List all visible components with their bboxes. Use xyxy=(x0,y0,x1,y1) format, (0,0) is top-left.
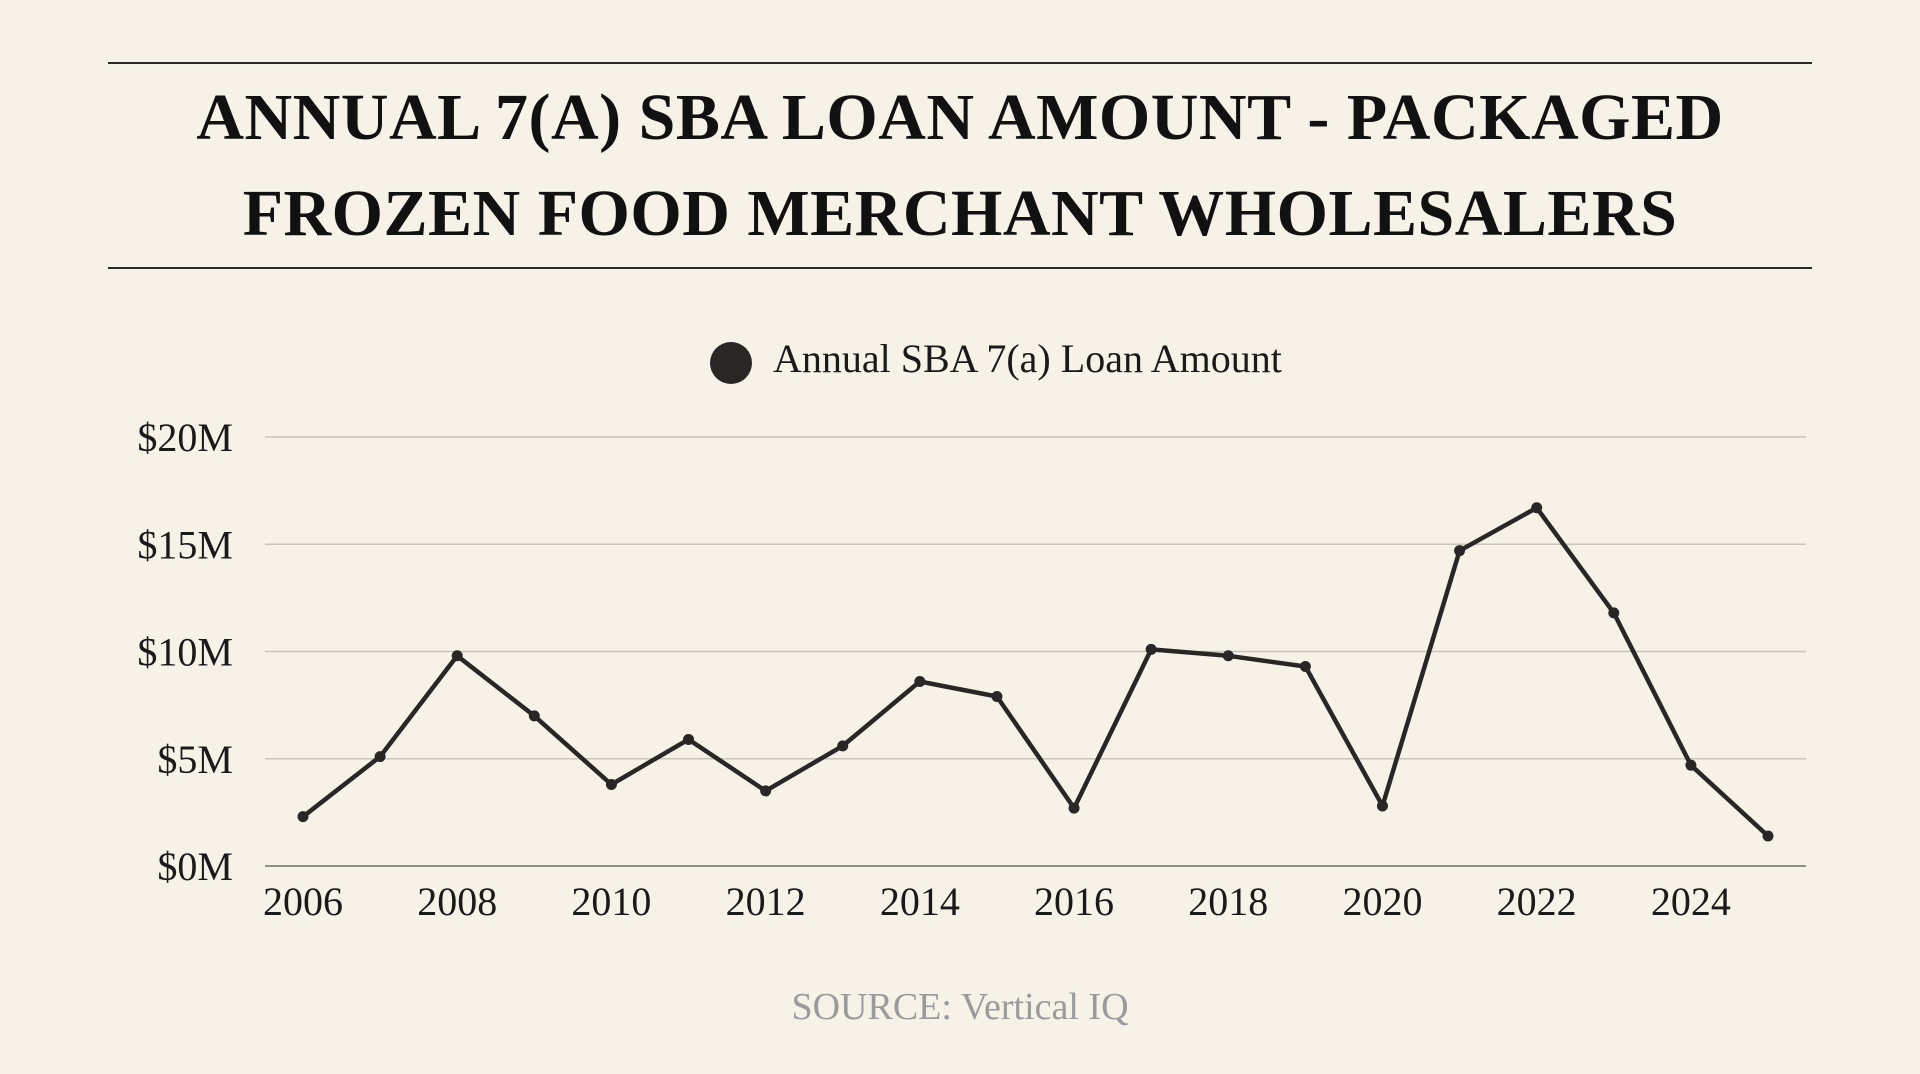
x-tick-label: 2008 xyxy=(417,879,497,924)
data-point xyxy=(683,733,695,745)
source-note: SOURCE: Vertical IQ xyxy=(791,986,1129,1028)
series-line xyxy=(300,505,1771,839)
data-point xyxy=(1762,830,1774,842)
grid-lines xyxy=(265,436,1806,867)
x-tick-label: 2016 xyxy=(1034,879,1114,924)
data-point xyxy=(1299,661,1311,673)
chart-title-line-1: ANNUAL 7(A) SBA LOAN AMOUNT - PACKAGED xyxy=(196,81,1724,154)
x-tick-label: 2024 xyxy=(1651,879,1731,924)
x-tick-label: 2010 xyxy=(571,879,651,924)
data-point xyxy=(837,740,849,752)
data-point xyxy=(1685,759,1697,771)
legend: Annual SBA 7(a) Loan Amount xyxy=(710,336,1282,384)
x-tick-label: 2022 xyxy=(1497,879,1577,924)
x-axis: 2006 2008 2010 2012 2014 2016 2018 2020 2022 2024 xyxy=(263,879,1731,924)
x-tick-label: 2018 xyxy=(1188,879,1268,924)
series-loan-amount xyxy=(297,502,1774,842)
y-tick-label: $0M xyxy=(157,844,233,889)
y-tick-label: $20M xyxy=(137,415,233,460)
data-point xyxy=(297,811,309,823)
data-point xyxy=(760,785,772,797)
data-point xyxy=(914,676,926,688)
x-tick-label: 2012 xyxy=(726,879,806,924)
chart-title: ANNUAL 7(A) SBA LOAN AMOUNT - PACKAGED F… xyxy=(108,70,1812,262)
data-point xyxy=(1222,650,1234,662)
data-point xyxy=(528,710,540,722)
legend-marker xyxy=(710,342,752,384)
title-rule-bottom xyxy=(108,267,1812,269)
y-tick-label: $15M xyxy=(137,522,233,567)
data-point xyxy=(451,650,463,662)
x-tick-label: 2006 xyxy=(263,879,343,924)
data-point xyxy=(1068,802,1080,814)
data-point xyxy=(605,778,617,790)
data-point xyxy=(1454,545,1466,557)
data-point xyxy=(991,691,1003,703)
data-point xyxy=(1145,643,1157,655)
x-tick-label: 2014 xyxy=(880,879,960,924)
y-tick-label: $5M xyxy=(157,737,233,782)
x-tick-label: 2020 xyxy=(1342,879,1422,924)
chart-title-line-2: FROZEN FOOD MERCHANT WHOLESALERS xyxy=(242,177,1678,250)
y-tick-label: $10M xyxy=(137,630,233,675)
data-point xyxy=(1531,502,1543,514)
title-rule-top xyxy=(108,62,1812,64)
y-axis: $0M $5M $10M $15M $20M xyxy=(137,415,233,889)
legend-label: Annual SBA 7(a) Loan Amount xyxy=(773,336,1282,381)
data-point xyxy=(1608,607,1620,619)
data-point xyxy=(1376,800,1388,812)
data-point xyxy=(374,751,386,763)
